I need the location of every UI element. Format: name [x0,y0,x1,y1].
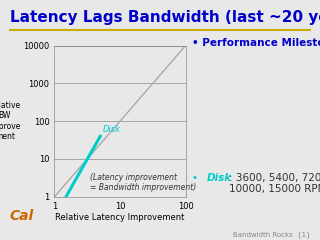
Text: Disk: Disk [206,173,232,183]
X-axis label: Relative Latency Improvement: Relative Latency Improvement [55,213,185,222]
Text: (Latency improvement
= Bandwidth improvement): (Latency improvement = Bandwidth improve… [90,173,196,192]
Text: •: • [192,173,201,183]
Text: Latency Lags Bandwidth (last ~20 years): Latency Lags Bandwidth (last ~20 years) [10,10,320,25]
Text: Cal: Cal [10,209,34,223]
Text: : 3600, 5400, 7200,
10000, 15000 RPM: : 3600, 5400, 7200, 10000, 15000 RPM [229,173,320,194]
Text: Disk: Disk [103,125,121,134]
Y-axis label: Relative
BW
Improve
ment: Relative BW Improve ment [0,101,20,141]
Text: • Performance Milestones: • Performance Milestones [192,38,320,48]
Text: Bandwidth Rocks  {1}: Bandwidth Rocks {1} [233,231,310,238]
